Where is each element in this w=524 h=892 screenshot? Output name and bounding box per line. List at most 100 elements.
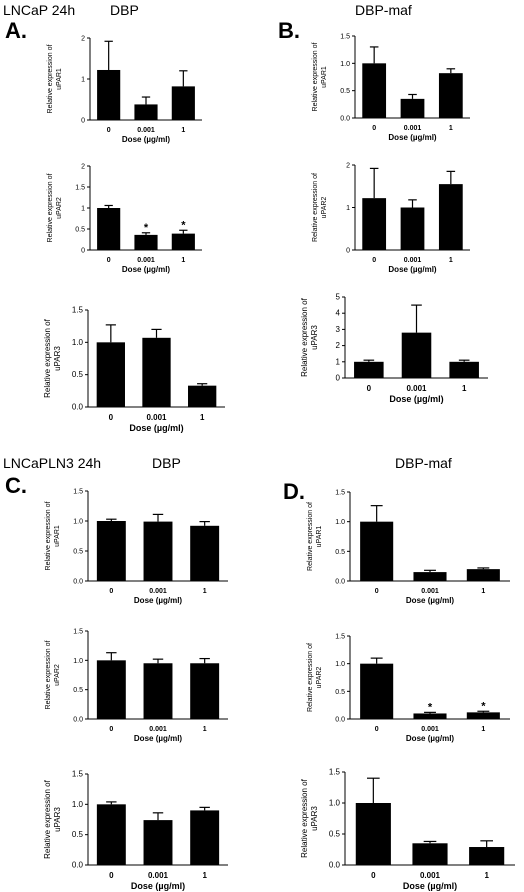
chart-b-3-bar	[354, 361, 384, 378]
chart-a-3-y-label: Relative expression of	[43, 318, 52, 397]
chart-a-2-category-label: 0	[107, 257, 111, 264]
chart-b-2-y-tick-label: 0	[346, 248, 350, 255]
chart-a-3-bar	[142, 337, 171, 407]
chart-a-1-y-label: uPAR1	[56, 68, 63, 90]
chart-d-3-category-label: 0	[371, 871, 376, 880]
panel-label-b: B.	[278, 18, 300, 43]
chart-a-2-y-tick-label: 0.5	[75, 227, 85, 234]
chart-c-3-category-label: 0	[109, 871, 114, 880]
chart-b-3-bar	[401, 332, 432, 378]
chart-d-3-y-tick-label: 1.5	[329, 768, 341, 777]
header-lncap-dbp-maf: DBP-maf	[355, 2, 412, 18]
chart-b-1-category-label: 1	[449, 125, 453, 132]
header-lncap-24h: LNCaP 24h	[3, 2, 76, 18]
chart-d-1-category-label: 1	[481, 588, 485, 595]
chart-c-3-y-tick-label: 1.5	[72, 770, 84, 779]
chart-b-2-category-label: 0.001	[404, 257, 422, 264]
chart-c-2-y-tick-label: 0.0	[73, 717, 83, 724]
chart-d-2-y-tick-label: 1.5	[335, 634, 345, 641]
chart-c-1-y-tick-label: 0.5	[73, 549, 83, 556]
chart-b-2-bar	[362, 198, 387, 250]
chart-c-2-category-label: 1	[203, 726, 207, 733]
chart-a-2-x-label: Dose (µg/ml)	[122, 265, 171, 274]
chart-c-3-y-tick-label: 1.0	[72, 800, 84, 809]
chart-c-2-x-label: Dose (µg/ml)	[134, 734, 183, 743]
chart-d-2-y-tick-label: 0.5	[335, 689, 345, 696]
chart-a-3-x-label: Dose (µg/ml)	[129, 423, 183, 433]
chart-c-3-y-label: uPAR3	[53, 807, 62, 832]
chart-c-1-y-label: uPAR1	[54, 525, 61, 547]
chart-d-1-y-tick-label: 1.5	[335, 490, 345, 497]
chart-d-1-bar	[360, 521, 394, 581]
chart-d-1-category-label: 0.001	[421, 588, 439, 595]
chart-c-3-bar	[190, 810, 220, 865]
chart-b-3-x-label: Dose (µg/ml)	[389, 394, 443, 404]
chart-b-3-y-label: Relative expression of	[300, 297, 309, 376]
chart-b-2-bar	[438, 184, 463, 250]
chart-d-2-y-label: Relative expression of	[307, 643, 314, 712]
chart-d-2-x-label: Dose (µg/ml)	[406, 734, 455, 743]
chart-b-1-bar	[400, 98, 425, 118]
chart-b-1-category-label: 0	[372, 125, 376, 132]
chart-b-3-category-label: 1	[462, 384, 467, 393]
chart-b-3-y-tick-label: 5	[336, 293, 341, 302]
chart-d-3-y-label: Relative expression of	[300, 778, 309, 857]
chart-d-3-y-label: uPAR3	[310, 806, 319, 831]
chart-b-1-x-label: Dose (µg/ml)	[388, 133, 437, 142]
chart-b-1-y-tick-label: 1.5	[340, 34, 350, 41]
chart-a-2-bar	[134, 234, 158, 250]
chart-b-1-bar	[438, 73, 463, 118]
chart-d-2-y-tick-label: 1.0	[335, 661, 345, 668]
chart-c-3-category-label: 1	[202, 871, 207, 880]
chart-d-1-x-label: Dose (µg/ml)	[406, 596, 455, 605]
chart-c-1-bar	[143, 521, 173, 581]
chart-c-3-x-label: Dose (µg/ml)	[131, 881, 185, 891]
chart-d-1-bar	[466, 569, 500, 581]
chart-a-1-y-tick-label: 0	[81, 118, 85, 125]
chart-a-2-category-label: 0.001	[137, 257, 155, 264]
chart-b-2-x-label: Dose (µg/ml)	[388, 265, 437, 274]
chart-d-2-category-label: 0	[375, 726, 379, 733]
chart-c-2-category-label: 0	[109, 726, 113, 733]
chart-a-1-x-label: Dose (µg/ml)	[122, 135, 171, 144]
chart-d-2-y-tick-label: 0.0	[335, 717, 345, 724]
chart-a-1-y-tick-label: 2	[81, 36, 85, 43]
chart-c-2-y-tick-label: 1.0	[73, 658, 83, 665]
chart-c-1-y-tick-label: 0.0	[73, 579, 83, 586]
chart-b-3-bar	[449, 361, 479, 378]
chart-a-1-bar	[97, 69, 121, 120]
chart-d-2-significance-mark: *	[481, 700, 486, 712]
chart-c-1-category-label: 0	[109, 588, 113, 595]
chart-c-2-y-tick-label: 1.5	[73, 629, 83, 636]
chart-a-2-significance-mark: *	[181, 219, 186, 231]
chart-b-2-y-label: Relative expression of	[312, 173, 319, 242]
chart-c-2-category-label: 0.001	[149, 726, 167, 733]
chart-a-2-category-label: 1	[181, 257, 185, 264]
chart-b-1-category-label: 0.001	[404, 125, 422, 132]
chart-b-2-y-tick-label: 2	[346, 163, 350, 170]
chart-c-2-y-tick-label: 0.5	[73, 687, 83, 694]
chart-a-1-category-label: 0	[107, 127, 111, 134]
chart-d-1-bar	[413, 572, 447, 581]
header-lncapln3-24h: LNCaPLN3 24h	[3, 455, 102, 471]
chart-c-1-bar	[190, 525, 220, 581]
chart-d-3-bar	[412, 843, 448, 865]
chart-a-3-category-label: 1	[200, 413, 205, 422]
chart-b-2-category-label: 0	[372, 257, 376, 264]
panel-label-c: C.	[5, 473, 27, 498]
chart-b-3-y-tick-label: 3	[336, 325, 341, 334]
chart-d-3-y-tick-label: 1.0	[329, 799, 341, 808]
chart-d-1-y-label: uPAR1	[316, 526, 323, 548]
chart-b-1-y-tick-label: 0.5	[340, 88, 350, 95]
chart-d-2-category-label: 1	[481, 726, 485, 733]
chart-b-1-y-tick-label: 1.0	[340, 61, 350, 68]
chart-d-2-bar	[466, 712, 500, 719]
chart-a-2-y-label: uPAR2	[56, 197, 63, 219]
chart-a-2-y-tick-label: 0	[81, 248, 85, 255]
chart-d-3-bar	[355, 803, 391, 865]
chart-a-3-y-tick-label: 1.0	[72, 338, 84, 347]
chart-c-1-category-label: 0.001	[149, 588, 167, 595]
chart-a-3-y-tick-label: 0.0	[72, 403, 84, 412]
chart-c-2-y-label: uPAR2	[54, 664, 61, 686]
chart-a-1-y-tick-label: 1	[81, 77, 85, 84]
